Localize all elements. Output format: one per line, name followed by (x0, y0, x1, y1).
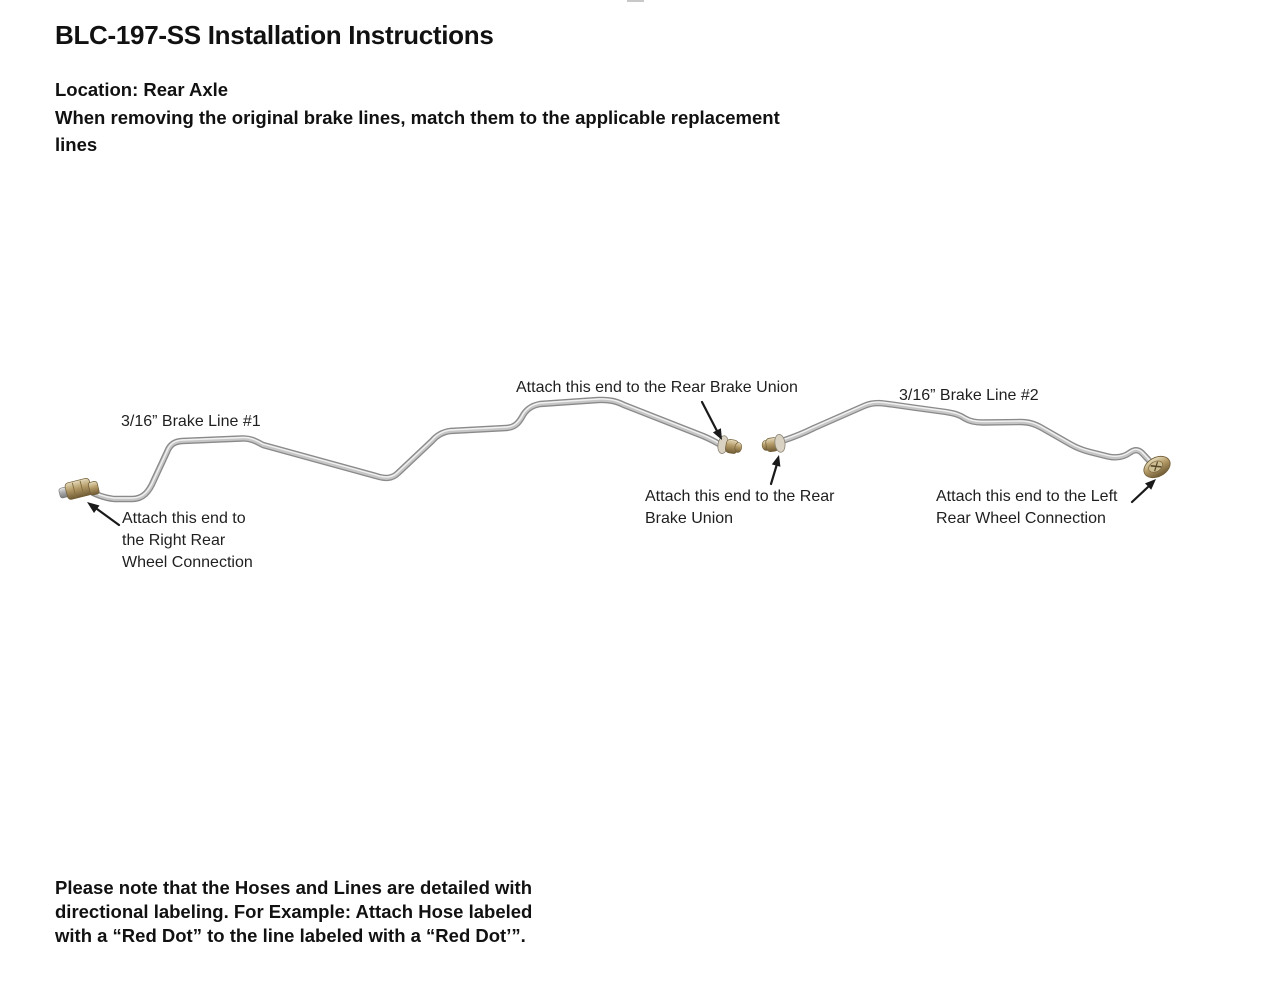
rear-brake-union-bottom-label: Attach this end to the Rear Brake Union (645, 488, 835, 527)
location-line: Location: Rear Axle (55, 79, 229, 100)
scan-artifact (627, 0, 644, 2)
fitting-left-rear-wheel-icon (1143, 455, 1171, 479)
page-title: BLC-197-SS Installation Instructions (55, 20, 494, 50)
fitting-line2-union-icon (761, 433, 786, 453)
instruction-line-2: lines (55, 134, 98, 155)
brake-line-2-label: 3/16” Brake Line #2 (899, 387, 1039, 404)
right-rear-wheel-label: Attach this end to the Right Rear Wheel … (122, 510, 253, 571)
arrow-to-right-rear-end-icon (87, 502, 121, 527)
left-rear-wheel-label: Attach this end to the Left Rear Wheel C… (936, 488, 1118, 527)
arrow-to-line1-union-end-icon (700, 400, 722, 440)
arrow-to-left-rear-end-icon (1130, 479, 1156, 504)
footer-note-line-1: Please note that the Hoses and Lines are… (55, 877, 533, 898)
rear-brake-union-top-label: Attach this end to the Rear Brake Union (516, 379, 798, 396)
arrow-to-line2-union-end-icon (769, 455, 781, 486)
footer-note-line-3: with a “Red Dot” to the line labeled wit… (55, 925, 526, 946)
fitting-line1-union-icon (717, 435, 743, 454)
intro-text: Location: Rear Axle When removing the or… (55, 76, 780, 159)
brake-line-1-tube (82, 396, 723, 503)
instruction-line-1: When removing the original brake lines, … (55, 106, 780, 128)
brake-line-1-label: 3/16” Brake Line #1 (121, 413, 261, 430)
fitting-right-rear-wheel-icon (58, 478, 100, 500)
brake-line-2-tube (778, 399, 1159, 472)
footer-note: Please note that the Hoses and Lines are… (55, 876, 532, 948)
footer-note-line-2: directional labeling. For Example: Attac… (55, 901, 533, 922)
